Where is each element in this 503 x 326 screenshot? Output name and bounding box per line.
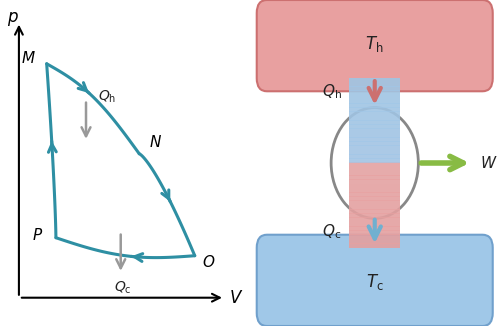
Bar xyxy=(349,234,400,239)
Text: $Q_\mathrm{h}$: $Q_\mathrm{h}$ xyxy=(98,89,116,105)
Bar xyxy=(349,150,400,155)
Bar xyxy=(349,145,400,150)
Bar xyxy=(349,133,400,138)
FancyBboxPatch shape xyxy=(257,235,493,326)
Bar xyxy=(349,163,400,167)
Bar xyxy=(349,244,400,248)
Bar xyxy=(349,179,400,184)
Bar xyxy=(349,158,400,163)
Bar xyxy=(349,213,400,218)
Bar xyxy=(349,137,400,142)
Bar xyxy=(349,226,400,231)
Bar xyxy=(349,193,400,197)
Bar xyxy=(349,108,400,112)
Bar xyxy=(349,87,400,91)
Bar xyxy=(349,159,400,163)
Bar xyxy=(349,116,400,121)
Bar xyxy=(349,210,400,214)
Bar xyxy=(349,239,400,244)
Bar xyxy=(349,167,400,171)
Bar xyxy=(349,82,400,87)
Bar xyxy=(349,205,400,210)
Bar xyxy=(349,171,400,176)
Bar xyxy=(349,171,400,176)
Bar xyxy=(349,116,400,121)
Bar xyxy=(349,209,400,214)
Bar xyxy=(349,78,400,82)
Bar xyxy=(349,155,400,159)
Bar xyxy=(349,129,400,133)
Bar xyxy=(349,214,400,218)
Bar xyxy=(349,125,400,129)
Text: $M$: $M$ xyxy=(21,50,36,66)
Bar xyxy=(349,86,400,91)
Text: $N$: $N$ xyxy=(149,134,162,150)
Bar xyxy=(349,192,400,197)
Text: $Q_\mathrm{c}$: $Q_\mathrm{c}$ xyxy=(114,280,132,296)
Text: $T_\mathrm{c}$: $T_\mathrm{c}$ xyxy=(366,272,384,292)
Bar xyxy=(349,217,400,222)
Bar xyxy=(349,104,400,108)
Text: $Q_\mathrm{h}$: $Q_\mathrm{h}$ xyxy=(321,82,342,101)
Bar xyxy=(349,95,400,99)
Bar xyxy=(349,107,400,112)
Bar xyxy=(349,124,400,129)
Bar xyxy=(349,120,400,125)
Bar xyxy=(349,162,400,167)
Bar xyxy=(349,180,400,184)
Text: $W$: $W$ xyxy=(480,155,497,171)
Bar xyxy=(349,103,400,108)
Bar xyxy=(349,78,400,82)
Bar xyxy=(349,121,400,125)
Bar xyxy=(349,188,400,193)
Text: $O$: $O$ xyxy=(202,254,215,270)
Bar xyxy=(349,150,400,155)
Bar xyxy=(349,146,400,150)
Bar xyxy=(349,235,400,239)
Bar xyxy=(349,205,400,210)
Text: $V$: $V$ xyxy=(229,289,244,307)
Bar xyxy=(349,91,400,95)
Bar xyxy=(349,184,400,188)
Bar xyxy=(349,200,400,205)
Bar xyxy=(349,142,400,146)
Bar xyxy=(349,111,400,116)
Bar xyxy=(349,184,400,188)
Text: $Q_\mathrm{c}$: $Q_\mathrm{c}$ xyxy=(322,222,342,241)
Bar xyxy=(349,138,400,142)
Bar xyxy=(349,243,400,248)
Bar xyxy=(349,197,400,201)
Bar xyxy=(349,99,400,104)
Bar xyxy=(349,196,400,201)
Bar xyxy=(349,227,400,231)
Bar xyxy=(349,239,400,244)
Bar xyxy=(349,176,400,180)
Bar xyxy=(349,167,400,171)
Text: $P$: $P$ xyxy=(32,227,43,243)
Bar xyxy=(349,133,400,138)
Bar xyxy=(349,82,400,87)
Bar xyxy=(349,95,400,99)
Bar xyxy=(349,222,400,227)
Bar xyxy=(349,141,400,146)
Bar xyxy=(349,201,400,205)
Text: $T_\mathrm{h}$: $T_\mathrm{h}$ xyxy=(366,34,384,54)
Bar xyxy=(349,154,400,159)
Bar xyxy=(349,230,400,235)
FancyBboxPatch shape xyxy=(257,0,493,91)
Bar xyxy=(349,112,400,116)
Bar xyxy=(349,222,400,227)
Bar xyxy=(349,218,400,222)
Text: $p$: $p$ xyxy=(7,10,19,28)
Bar xyxy=(349,175,400,180)
Bar xyxy=(349,128,400,133)
Bar xyxy=(349,90,400,95)
Bar xyxy=(349,188,400,193)
Bar xyxy=(349,231,400,235)
Bar xyxy=(349,99,400,104)
